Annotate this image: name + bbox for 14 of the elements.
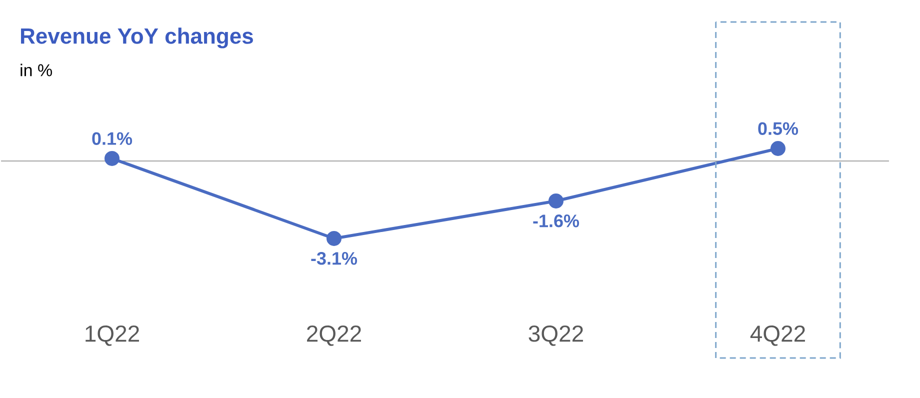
point [770, 140, 786, 156]
chart-subtitle: in % [20, 64, 52, 76]
x-tick-label: 2Q22 [307, 326, 361, 346]
chart-title: Revenue YoY changes [21, 28, 253, 48]
point [548, 193, 564, 208]
x-tick-label: 4Q22 [750, 326, 805, 346]
x-tick-label: 3Q22 [528, 326, 583, 346]
data-label: 0.5% [758, 122, 798, 135]
point [326, 230, 342, 246]
data-label: -3.1% [311, 252, 358, 265]
data-label: 0.1% [92, 132, 132, 145]
data-label: -1.6% [533, 214, 580, 228]
point [104, 150, 120, 166]
x-tick-label: 1Q22 [86, 326, 139, 346]
